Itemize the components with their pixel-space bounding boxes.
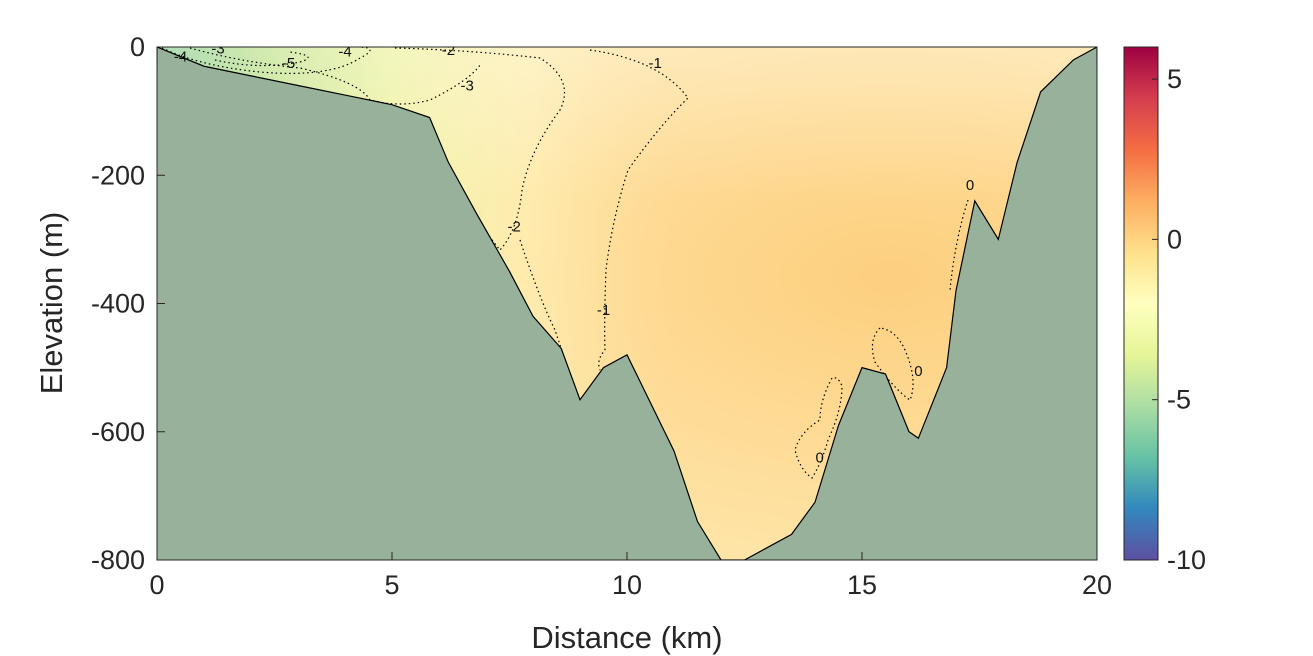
contour-label-6: -1 xyxy=(649,55,662,72)
colorbar-tick-label-0: 5 xyxy=(1167,64,1182,94)
colorbar: 5 0 -5 -10 xyxy=(1123,46,1206,575)
contour-label-9: 0 xyxy=(966,177,974,194)
y-axis-title: Elevation (m) xyxy=(34,212,69,395)
y-tick-label-3: -600 xyxy=(91,417,145,447)
x-axis-title: Distance (km) xyxy=(531,620,722,655)
x-tick-label-0: 0 xyxy=(149,570,164,600)
y-tick-label-0: 0 xyxy=(130,32,145,62)
contour-lines xyxy=(161,47,969,479)
x-tick-label-3: 15 xyxy=(847,570,877,600)
y-tick-label-4: -800 xyxy=(91,545,145,575)
x-tick-label-2: 10 xyxy=(612,570,642,600)
contour-label-8: -1 xyxy=(597,302,610,319)
contour-line-zero-a xyxy=(949,199,969,291)
y-tick-label-1: -200 xyxy=(91,160,145,190)
contour-label-2: -5 xyxy=(282,55,295,72)
contour-line-zero-c xyxy=(794,377,843,479)
contour-label-10: 0 xyxy=(914,363,922,380)
x-tick-label-4: 20 xyxy=(1082,570,1112,600)
contour-label-5: -3 xyxy=(461,77,474,94)
x-axis: 0 5 10 15 20 xyxy=(149,552,1112,600)
colorbar-tick-label-3: -10 xyxy=(1167,545,1206,575)
x-tick-label-1: 5 xyxy=(384,570,399,600)
contour-line-minus-5 xyxy=(214,51,309,67)
colorbar-tick-label-1: 0 xyxy=(1167,224,1182,254)
contour-line-minus-2-upper xyxy=(394,47,566,251)
contour-label-7: -2 xyxy=(508,219,521,236)
contour-line-minus-4 xyxy=(161,47,371,74)
colorbar-tick-label-2: -5 xyxy=(1167,385,1191,415)
seafloor xyxy=(157,47,1097,560)
contour-line-minus-3 xyxy=(189,47,481,105)
y-axis: 0 -200 -400 -600 -800 xyxy=(91,32,165,575)
contour-labels: -4 -3 -5 -4 -2 -3 -1 -2 -1 0 0 0 xyxy=(174,40,974,466)
contour-label-4: -2 xyxy=(442,42,455,59)
contour-label-11: 0 xyxy=(816,449,824,466)
contour-label-0: -4 xyxy=(174,49,187,66)
colorbar-ramp xyxy=(1123,46,1159,561)
y-tick-label-2: -400 xyxy=(91,289,145,319)
contour-label-3: -4 xyxy=(338,43,351,60)
plot-area: -4 -3 -5 -4 -2 -3 -1 -2 -1 0 0 0 xyxy=(157,40,1097,560)
contour-line-minus-1 xyxy=(589,49,689,371)
contour-label-1: -3 xyxy=(211,40,224,57)
colorbar-ticks: 5 0 -5 -10 xyxy=(1152,64,1206,575)
